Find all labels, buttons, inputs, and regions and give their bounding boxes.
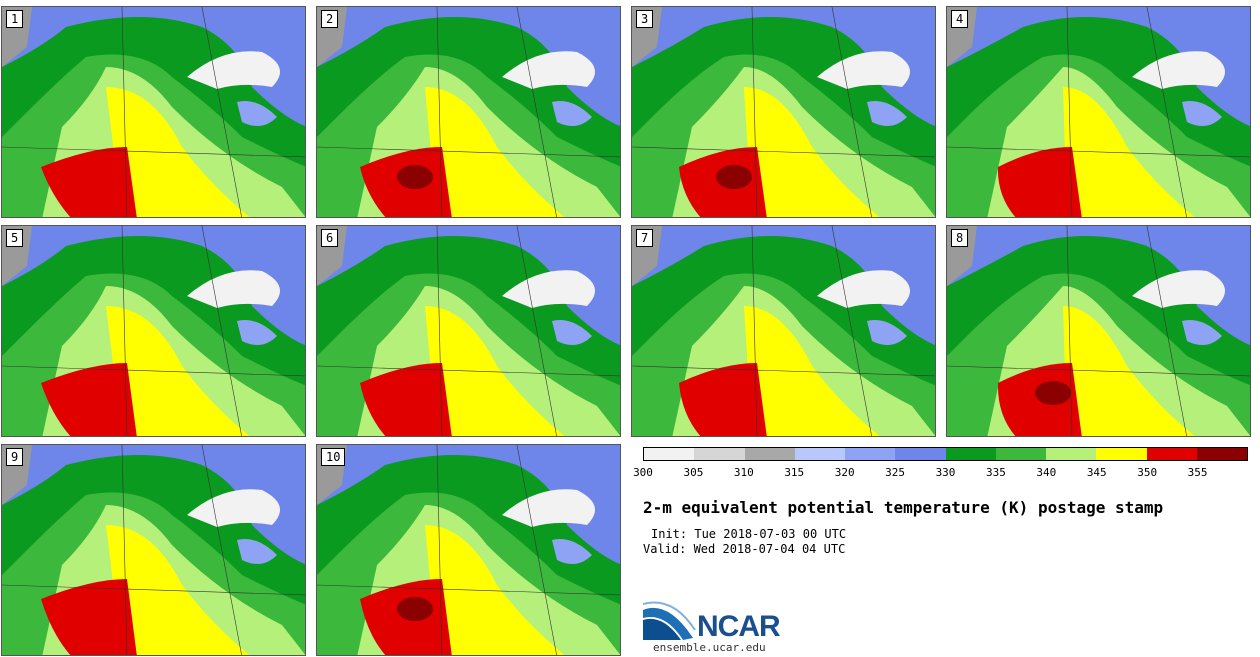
colorbar-tick-label: 330: [935, 466, 956, 479]
colorbar-segment: [744, 448, 795, 460]
colorbar-segment: [1046, 448, 1097, 460]
member-panel-1: 1: [1, 6, 306, 218]
colorbar-segment: [1146, 448, 1197, 460]
ncar-logo-icon: [643, 601, 696, 640]
valid-time: Valid: Wed 2018-07-04 04 UTC: [643, 542, 846, 556]
member-panel-5: 5: [1, 225, 306, 437]
member-panel-10: 10: [316, 444, 621, 656]
member-number: 3: [636, 10, 654, 28]
site-url[interactable]: ensemble.ucar.edu: [653, 641, 766, 654]
colorbar-segment: [845, 448, 896, 460]
colorbar-tick-label: 335: [985, 466, 1006, 479]
colorbar-segment: [644, 448, 695, 460]
colorbar-tick-label: 345: [1086, 466, 1107, 479]
member-number: 4: [951, 10, 969, 28]
theta-e-field-map: [317, 226, 620, 436]
colorbar-segment: [694, 448, 745, 460]
member-panel-2: 2: [316, 6, 621, 218]
colorbar-tick-label: 315: [784, 466, 805, 479]
colorbar-tick-label: 320: [834, 466, 855, 479]
colorbar-tick-label: 340: [1036, 466, 1057, 479]
member-number: 9: [6, 448, 24, 466]
colorbar-tick-label: 355: [1187, 466, 1208, 479]
member-number: 1: [6, 10, 24, 28]
init-time: Init: Tue 2018-07-03 00 UTC: [651, 527, 847, 541]
plot-title: 2-m equivalent potential temperature (K)…: [643, 498, 1164, 517]
colorbar-tick-label: 300: [633, 466, 653, 479]
theta-e-field-map: [317, 7, 620, 217]
member-panel-4: 4: [946, 6, 1251, 218]
colorbar-tick-label: 325: [885, 466, 906, 479]
member-number: 2: [321, 10, 339, 28]
member-number: 10: [321, 448, 346, 466]
member-number: 6: [321, 229, 339, 247]
member-panel-8: 8: [946, 225, 1251, 437]
member-panel-6: 6: [316, 225, 621, 437]
colorbar-tick-label: 350: [1137, 466, 1158, 479]
theta-e-field-map: [317, 445, 620, 655]
colorbar-tick-label: 310: [733, 466, 754, 479]
member-panel-3: 3: [631, 6, 936, 218]
colorbar-segment: [794, 448, 845, 460]
colorbar-segment: [995, 448, 1046, 460]
colorbar: [643, 447, 1248, 461]
member-panel-7: 7: [631, 225, 936, 437]
member-number: 5: [6, 229, 24, 247]
theta-e-field-map: [947, 226, 1250, 436]
member-panel-9: 9: [1, 444, 306, 656]
theta-e-field-map: [2, 7, 305, 217]
colorbar-segment: [895, 448, 946, 460]
member-number: 8: [951, 229, 969, 247]
theta-e-field-map: [632, 7, 935, 217]
member-number: 7: [636, 229, 654, 247]
colorbar-segment: [1096, 448, 1147, 460]
theta-e-field-map: [947, 7, 1250, 217]
colorbar-labels: 300 305 310 315 320 325 330 335 340 345 350 355: [633, 466, 1248, 480]
colorbar-tick-label: 305: [683, 466, 704, 479]
colorbar-segment: [945, 448, 996, 460]
theta-e-field-map: [2, 445, 305, 655]
theta-e-field-map: [2, 226, 305, 436]
theta-e-field-map: [632, 226, 935, 436]
colorbar-segment: [1196, 448, 1247, 460]
logo-text: NCAR: [697, 610, 781, 643]
